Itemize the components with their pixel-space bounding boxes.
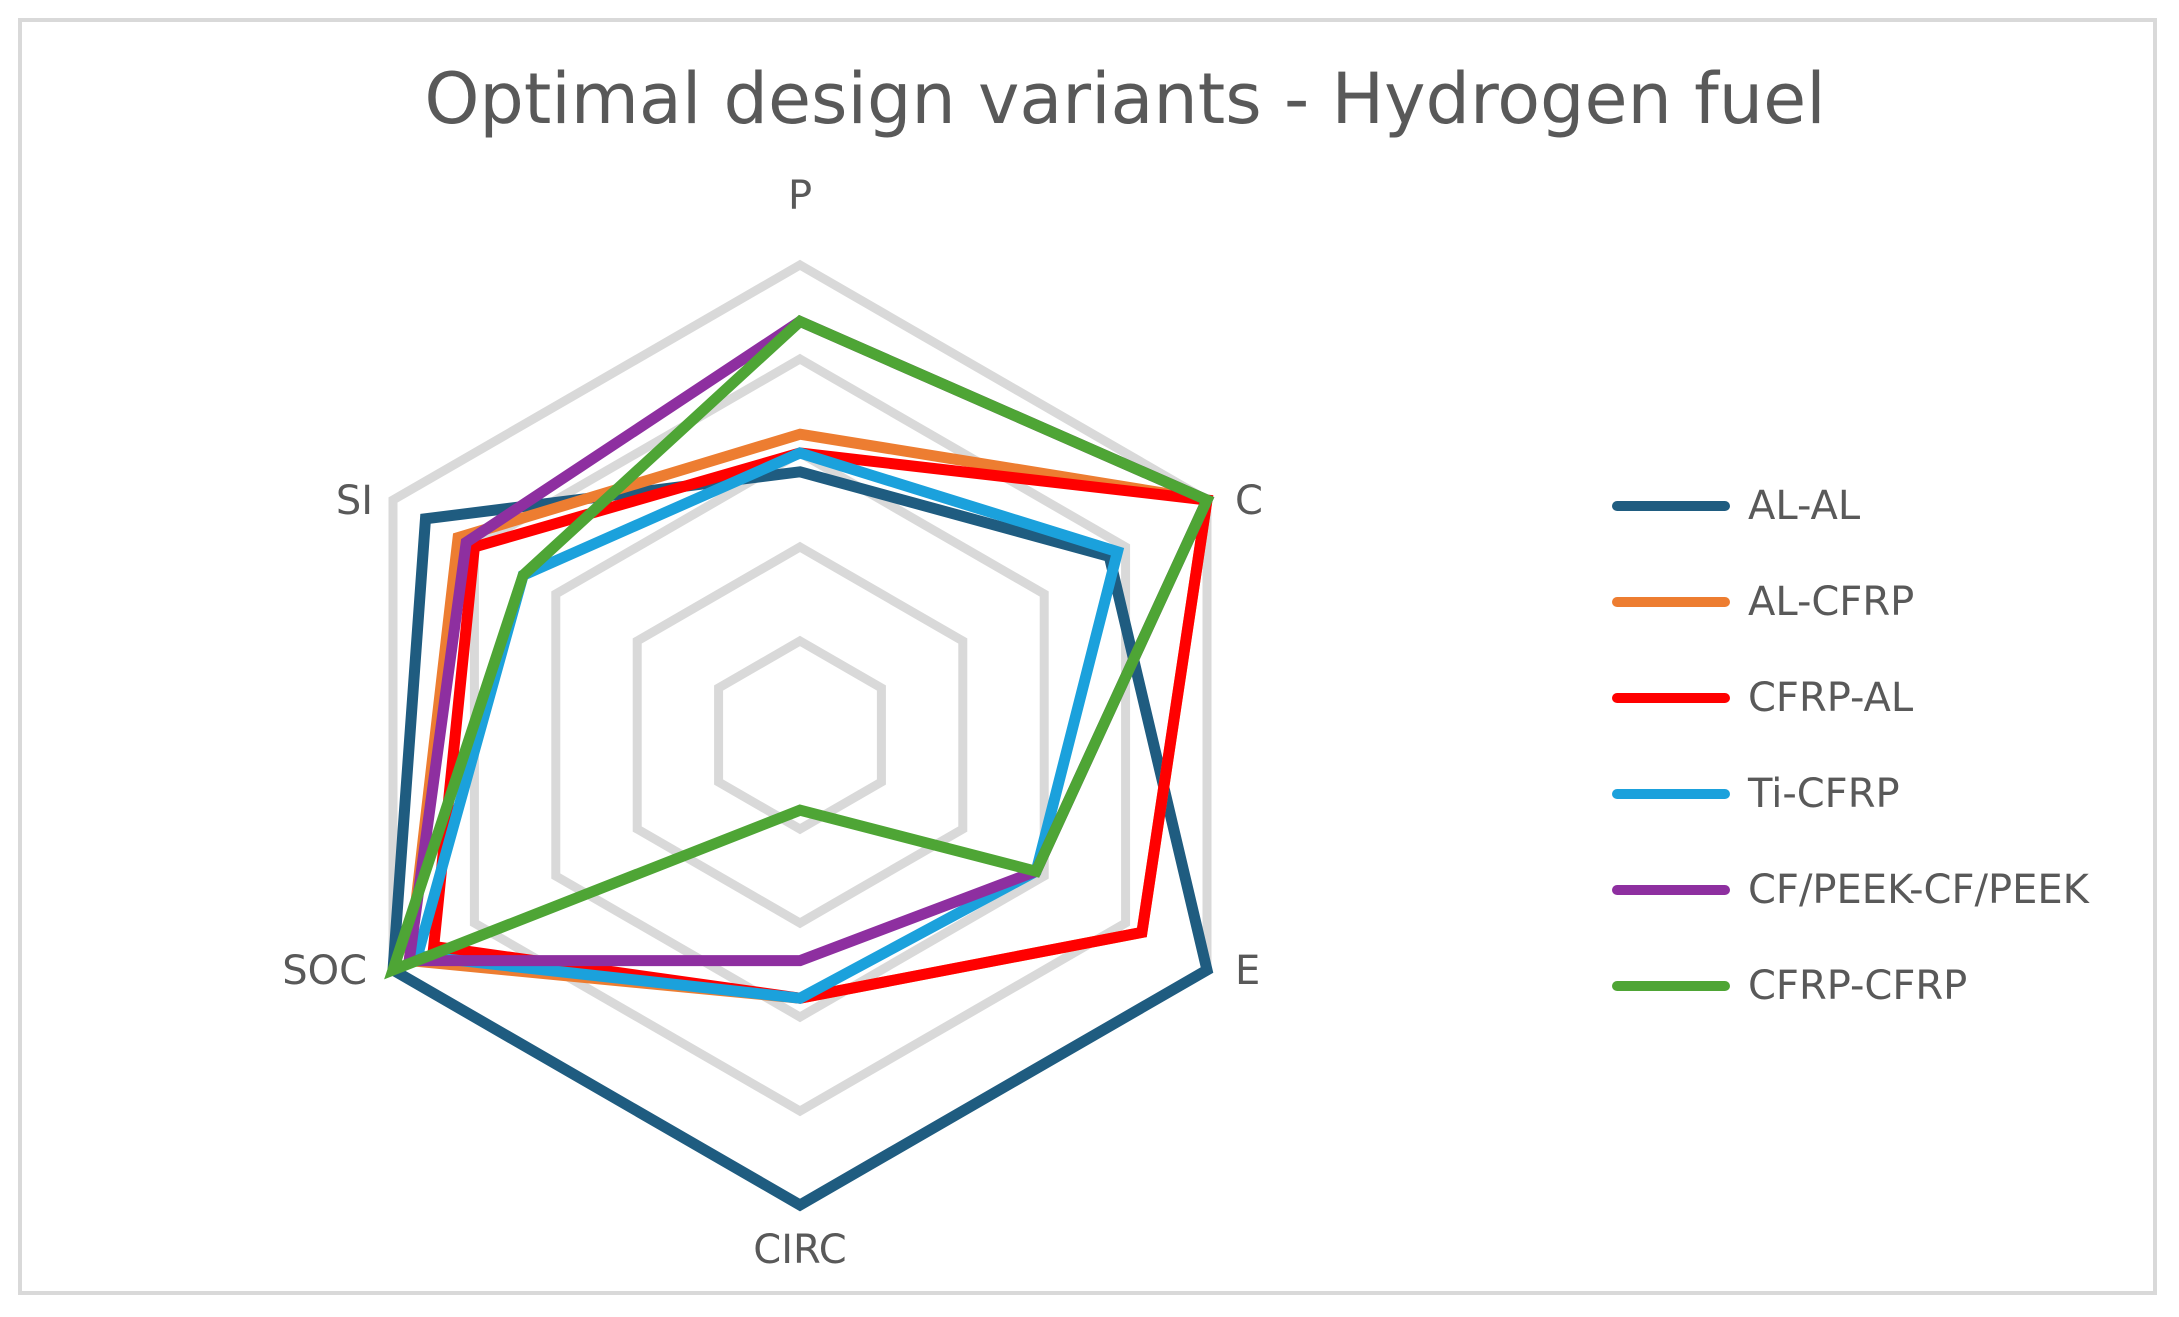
legend-swatch — [1612, 789, 1730, 799]
legend-label: CF/PEEK-CF/PEEK — [1748, 867, 2089, 913]
legend-item: CFRP-CFRP — [1612, 938, 2089, 1034]
legend-item: CFRP-AL — [1612, 650, 2089, 746]
legend-label: AL-AL — [1748, 483, 1861, 529]
legend-label: AL-CFRP — [1748, 579, 1915, 625]
legend-item: Ti-CFRP — [1612, 746, 2089, 842]
grid-ring-5 — [388, 259, 1212, 1211]
legend-swatch — [1612, 693, 1730, 703]
axis-label-soc: SOC — [282, 948, 367, 994]
radar-series — [384, 314, 1215, 1212]
radar-axis-labels: P C E CIRC SOC SI — [282, 173, 1263, 1273]
legend-swatch — [1612, 501, 1730, 511]
legend-label: Ti-CFRP — [1748, 771, 1900, 817]
series-al-al — [387, 466, 1214, 1212]
legend-label: CFRP-AL — [1748, 675, 1914, 721]
legend: AL-AL AL-CFRP CFRP-AL Ti-CFRP CF/PEEK-CF/PEE… — [1612, 458, 2089, 1034]
radar-grid — [388, 259, 1212, 1211]
grid-ring-3 — [551, 447, 1049, 1023]
axis-label-c: C — [1235, 478, 1263, 524]
grid-ring-2 — [632, 541, 968, 929]
legend-item: AL-AL — [1612, 458, 2089, 554]
legend-item: AL-CFRP — [1612, 554, 2089, 650]
legend-label: CFRP-CFRP — [1748, 963, 1968, 1009]
legend-swatch — [1612, 981, 1730, 991]
grid-ring-1 — [714, 635, 886, 835]
axis-label-e: E — [1235, 948, 1260, 994]
series-cfrp-cfrp — [384, 314, 1215, 980]
axis-label-si: SI — [336, 478, 373, 524]
axis-label-p: P — [788, 173, 812, 219]
legend-swatch — [1612, 597, 1730, 607]
legend-swatch — [1612, 885, 1730, 895]
legend-item: CF/PEEK-CF/PEEK — [1612, 842, 2089, 938]
chart-title: Optimal design variants - Hydrogen fuel — [424, 58, 1826, 140]
axis-label-circ: CIRC — [753, 1227, 846, 1273]
